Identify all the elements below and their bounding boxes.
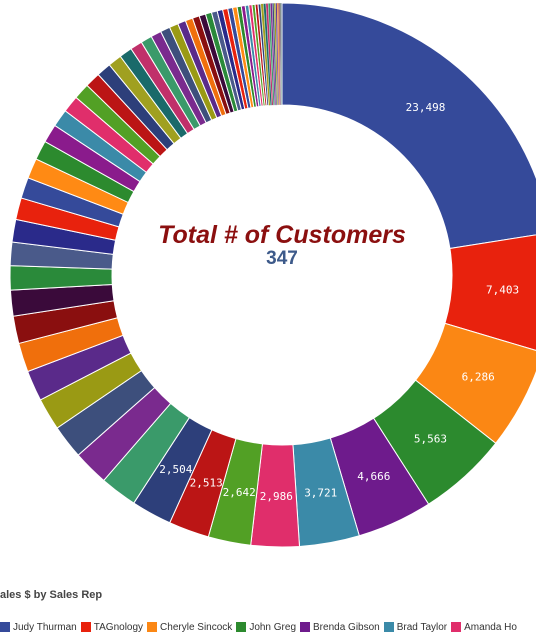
legend-swatch [451,622,462,632]
legend-item[interactable]: Judy Thurman [0,622,77,633]
chart-legend: Judy Thurman TAGnology Cheryle Sincock John… [0,620,521,634]
center-title: Total # of Customers [158,221,406,249]
legend-swatch [300,622,311,632]
donut-slice [281,2,536,250]
chart-slice-labels: 23,498 7,403 6,286 5,563 4,666 3,721 2,986 2,64… [159,101,519,503]
slice-value-label: 2,642 [223,486,256,499]
donut-slice [281,2,283,106]
legend-swatch [383,622,394,632]
legend-item[interactable]: John Greg [236,622,296,633]
legend-item[interactable]: Amanda Ho [451,622,517,633]
legend-label: TAGnology [93,621,144,633]
slice-value-label: 4,666 [357,470,390,483]
legend-label: Cheryle Sincock [160,621,233,633]
legend-title: ales $ by Sales Rep [0,589,103,601]
legend-item[interactable]: Cheryle Sincock [147,622,232,633]
donut-slice [444,234,536,351]
slice-value-label: 2,986 [260,490,293,503]
slice-value-label: 5,563 [414,433,447,446]
legend-swatch [80,622,91,632]
legend-item[interactable]: TAGnology [80,621,144,633]
legend-label: Brad Taylor [396,621,448,633]
legend-item[interactable]: Brad Taylor [383,621,448,633]
slice-value-label: 6,286 [462,371,495,384]
slice-value-label: 3,721 [304,487,337,500]
slice-value-label: 23,498 [406,101,446,114]
chart-slices [9,2,536,548]
center-value: 347 [266,248,298,269]
slice-value-label: 2,504 [159,463,192,476]
slice-value-label: 2,513 [190,477,223,490]
legend-label: Brenda Gibson [313,621,380,633]
legend-label: Judy Thurman [13,621,77,633]
legend-swatch [147,622,158,632]
legend-label: John Greg [249,621,297,633]
legend-swatch [0,622,10,632]
legend-swatch [236,622,247,632]
slice-value-label: 7,403 [486,284,519,297]
legend-item[interactable]: Brenda Gibson [300,622,380,633]
legend-label: Amanda Ho [464,621,517,633]
